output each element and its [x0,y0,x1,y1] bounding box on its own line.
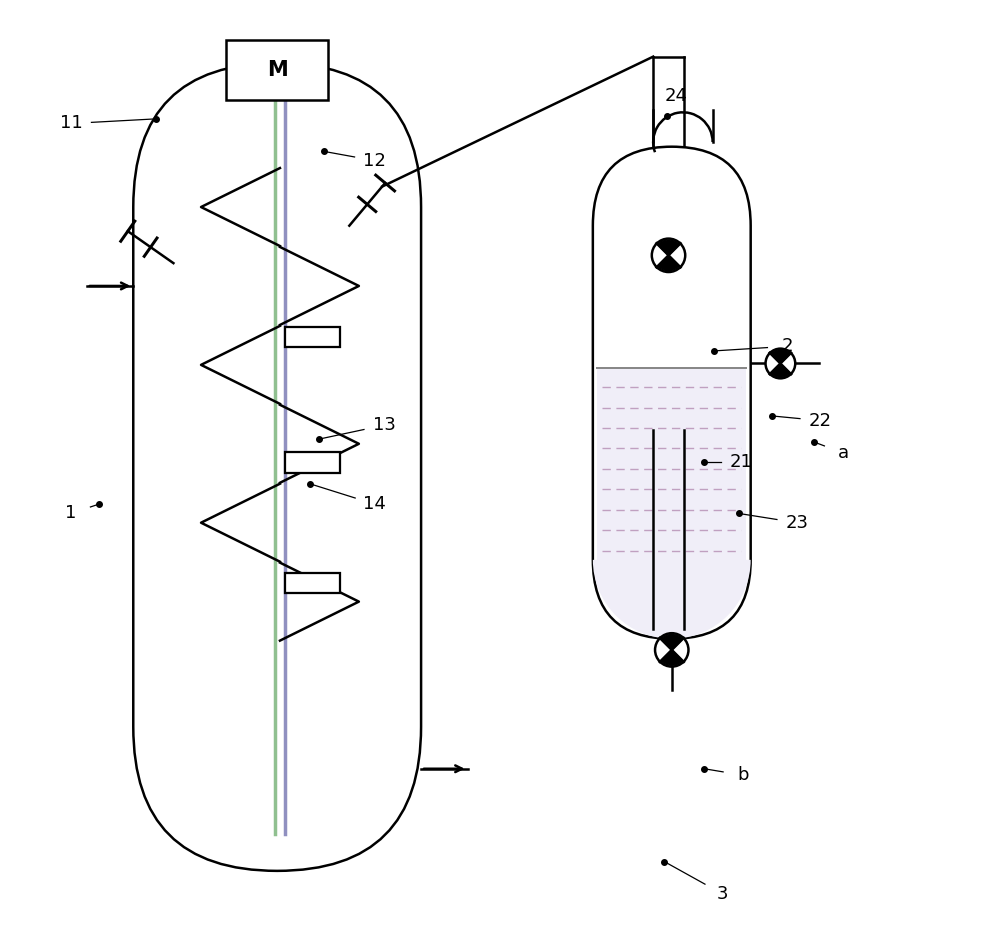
Circle shape [766,348,795,378]
Wedge shape [658,240,679,255]
FancyBboxPatch shape [133,64,421,870]
Wedge shape [661,650,683,665]
FancyBboxPatch shape [226,40,328,100]
Text: 12: 12 [363,151,386,170]
Text: 3: 3 [717,885,729,903]
Bar [285,452,340,473]
Bar [285,573,340,593]
Text: a: a [838,444,849,462]
Circle shape [655,633,688,667]
Wedge shape [593,559,751,639]
Wedge shape [661,634,683,650]
Text: 2: 2 [782,337,794,355]
Text: M: M [267,60,288,80]
Wedge shape [771,350,790,363]
Text: 22: 22 [809,412,832,430]
Bar [285,327,340,347]
Circle shape [652,238,685,272]
Text: 11: 11 [60,115,82,133]
Text: 21: 21 [730,453,753,472]
Text: b: b [738,766,749,785]
Text: 13: 13 [373,417,395,434]
FancyBboxPatch shape [593,147,751,639]
Text: 23: 23 [786,514,809,531]
Text: 1: 1 [65,504,77,522]
Bar [597,368,746,559]
Text: 24: 24 [665,87,688,105]
Wedge shape [771,363,790,377]
Text: 14: 14 [363,495,386,513]
Wedge shape [658,255,679,271]
